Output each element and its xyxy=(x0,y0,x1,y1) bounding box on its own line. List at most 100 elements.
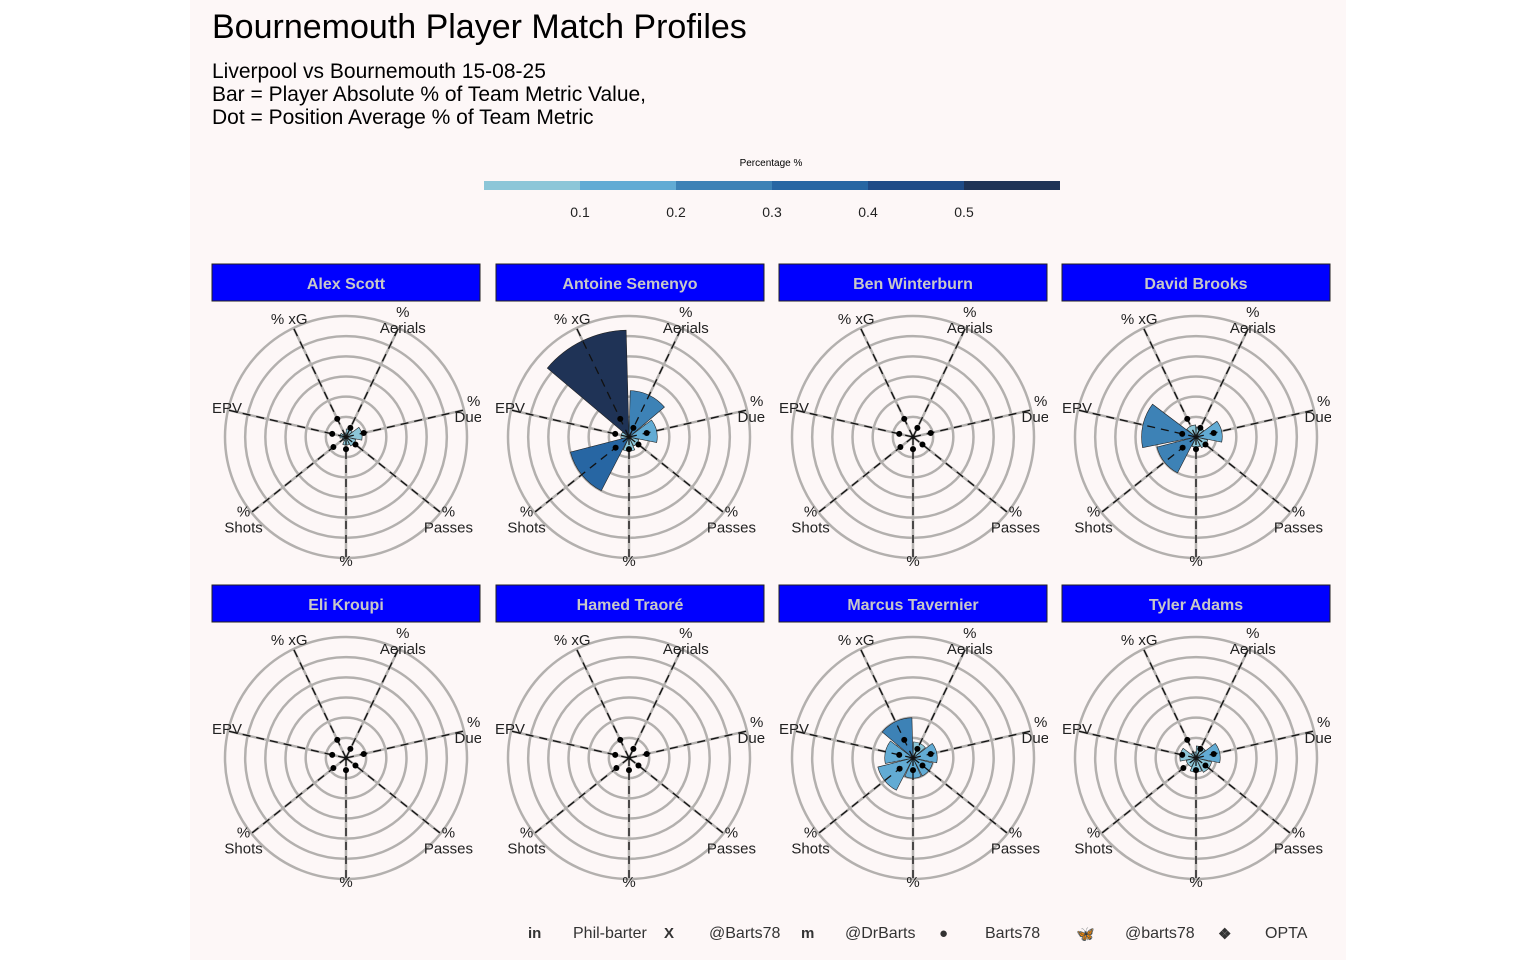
metric-label: % Aerials xyxy=(380,304,426,337)
metric-label-line: % xyxy=(1189,874,1202,891)
legend-color-bin xyxy=(964,181,1060,190)
metric-label-line: Shots xyxy=(1074,520,1112,537)
metric-label-line: % xyxy=(1034,393,1047,410)
metric-label-line: Possession xyxy=(875,890,952,907)
mastodon-icon: m xyxy=(801,925,815,942)
metric-label: % Passes xyxy=(1274,504,1323,537)
player-panel: Antoine Semenyo% Aerials% Duels% Passes% Pos… xyxy=(495,263,765,586)
metric-label-line: Shots xyxy=(224,841,262,858)
panel-plot: % Aerials% Duels% Passes% Possession% Shots% … xyxy=(212,304,493,570)
metric-label-line: Duels xyxy=(455,409,493,426)
metric-label-line: % xyxy=(906,553,919,570)
x-twitter-icon: X xyxy=(664,925,675,942)
metric-axis-line xyxy=(1077,409,1197,438)
linkedin-icon: in xyxy=(528,925,542,942)
metric-label-line: % xyxy=(1292,504,1305,521)
metric-label-line: % xyxy=(339,874,352,891)
legend-tick-label: 0.4 xyxy=(858,204,878,220)
metric-label: % xG xyxy=(1121,632,1158,649)
metric-label-line: Shots xyxy=(791,520,829,537)
metric-label: % Possession xyxy=(875,553,952,586)
metric-label: % Aerials xyxy=(1230,304,1276,337)
metric-label: % xG xyxy=(554,632,591,649)
facet-strip xyxy=(778,584,1048,623)
facet-strip-label: Ben Winterburn xyxy=(853,276,973,293)
metric-label-line: % xyxy=(1317,393,1330,410)
metric-axis-line xyxy=(817,757,914,834)
metric-label: % Shots xyxy=(507,504,545,537)
metric-label-line: % xG xyxy=(271,632,308,649)
position-average-dot xyxy=(635,441,642,448)
position-average-dot xyxy=(626,767,632,774)
metric-label: % EPV xyxy=(1045,400,1093,417)
bar-xg xyxy=(546,329,630,438)
position-average-dot xyxy=(612,430,619,437)
position-average-dot xyxy=(613,765,620,772)
metric-label: % Duels xyxy=(738,714,776,747)
position-average-dot xyxy=(896,430,903,437)
metric-axis-line xyxy=(1100,757,1197,834)
metric-axis-line xyxy=(628,436,725,513)
metric-label-line: Aerials xyxy=(663,641,709,658)
subtitle-line: Bar = Player Absolute % of Team Metric V… xyxy=(212,83,647,106)
position-average-dot xyxy=(347,745,354,752)
metric-label: % Shots xyxy=(1074,825,1112,858)
position-average-dot xyxy=(330,765,337,772)
position-average-dot xyxy=(919,762,926,769)
metric-label-line: Aerials xyxy=(380,641,426,658)
facet-strip xyxy=(1061,584,1331,623)
metric-axis-line xyxy=(250,757,347,834)
metric-label-line: Passes xyxy=(991,841,1040,858)
facet-strip xyxy=(1061,263,1331,302)
bar-xg xyxy=(1186,424,1197,438)
metric-label-line: Aerials xyxy=(947,641,993,658)
position-average-dot xyxy=(612,444,619,451)
panel-plot: % Aerials% Duels% Passes% Possession% Shots% … xyxy=(496,625,776,891)
position-average-dot xyxy=(630,745,637,752)
metric-label: % Passes xyxy=(707,825,756,858)
metric-label-line: Passes xyxy=(707,520,756,537)
facet-strip-label: Marcus Tavernier xyxy=(847,597,978,614)
metric-label: % Possession xyxy=(1158,553,1235,586)
metric-label-line: Possession xyxy=(591,569,668,586)
bar-shots xyxy=(1156,436,1197,474)
metric-label: % Duels xyxy=(1022,714,1060,747)
position-average-dot xyxy=(347,424,354,431)
player-panel: David Brooks% Aerials% Duels% Passes% Posses… xyxy=(1045,263,1343,586)
facet-strip-label: Antoine Semenyo xyxy=(562,276,697,293)
legend-tick-label: 0.5 xyxy=(954,204,974,220)
bluesky-icon: 🦋 xyxy=(1076,926,1095,943)
panel-plot: % Aerials% Duels% Passes% Possession% Shots% … xyxy=(496,304,765,586)
bar-shots xyxy=(877,757,914,791)
metric-label-line: % xyxy=(237,825,250,842)
metric-label: % Duels xyxy=(1305,393,1343,426)
metric-label-line: % xyxy=(1009,504,1022,521)
metric-axis-line xyxy=(794,730,914,759)
metric-label-line: % xG xyxy=(554,632,591,649)
metric-label: % Shots xyxy=(224,504,262,537)
legend-color-bin xyxy=(868,181,964,190)
subtitle-line: Dot = Position Average % of Team Metric xyxy=(212,106,594,129)
position-average-dot xyxy=(914,424,921,431)
legend-tick-label: 0.3 xyxy=(762,204,782,220)
metric-label-line: Duels xyxy=(455,730,493,747)
metric-axis-line xyxy=(628,327,683,438)
player-panel: Eli Kroupi% Aerials% Duels% Passes% Possessi… xyxy=(211,584,493,907)
footer-credit-text: @DrBarts xyxy=(845,925,916,942)
metric-axis-line xyxy=(345,436,442,513)
metric-label-line: % EPV xyxy=(762,721,810,738)
facet-strip-label: Eli Kroupi xyxy=(308,597,384,614)
metric-label: % Aerials xyxy=(947,625,993,658)
position-average-dot xyxy=(897,444,904,451)
position-average-dot xyxy=(896,751,903,758)
metric-label-line: % xyxy=(804,825,817,842)
metric-axis-line xyxy=(250,436,347,513)
position-average-dot xyxy=(352,762,359,769)
metric-axis-line xyxy=(794,409,914,438)
panel-plot: % Aerials % Duels % Passes % Possession% Shots % … xyxy=(1045,304,1343,586)
metric-label-line: Possession xyxy=(308,890,385,907)
metric-label: % Shots xyxy=(224,825,262,858)
position-average-dot xyxy=(643,429,650,436)
legend-color-bin xyxy=(772,181,868,190)
